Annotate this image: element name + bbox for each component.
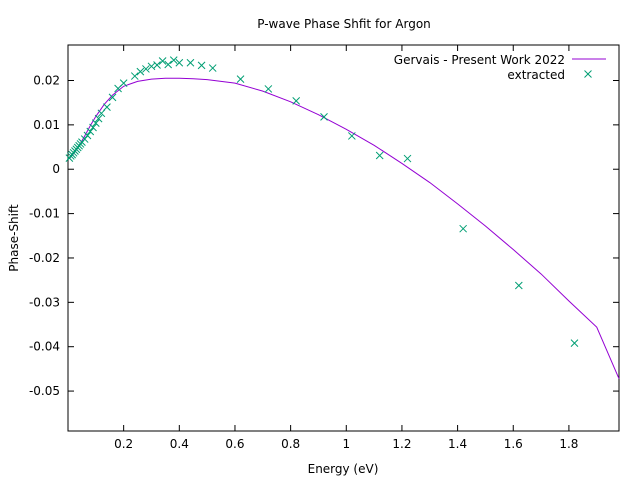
x-tick-label: 1.4	[448, 437, 467, 451]
chart-title: P-wave Phase Shfit for Argon	[257, 17, 431, 31]
y-axis: 0.02 0.01 0 -0.01 -0.02 -0.03 -0.04 -0.05	[29, 73, 619, 398]
x-tick-label: 1	[342, 437, 350, 451]
extracted-point	[80, 135, 89, 143]
extracted-point	[197, 61, 206, 70]
x-tick-label: 1.2	[392, 437, 411, 451]
extracted-point	[153, 61, 161, 69]
y-tick-label: -0.05	[29, 384, 60, 398]
extracted-point	[459, 224, 468, 233]
x-tick-label: 0.8	[281, 437, 300, 451]
extracted-point	[403, 154, 412, 163]
x-tick-label: 1.6	[504, 437, 523, 451]
extracted-point	[186, 58, 195, 67]
legend-label-model: Gervais - Present Work 2022	[394, 53, 565, 67]
extracted-point	[169, 56, 178, 64]
extracted-point	[94, 114, 103, 123]
extracted-point	[264, 85, 273, 93]
extracted-point	[86, 127, 95, 136]
extracted-point	[103, 103, 111, 111]
x-axis-label: Energy (eV)	[308, 462, 379, 476]
x-tick-label: 0.4	[170, 437, 189, 451]
extracted-point	[142, 65, 150, 73]
extracted-point	[570, 339, 579, 348]
legend-swatch-extracted	[584, 70, 592, 78]
extracted-point	[158, 57, 167, 65]
extracted-point	[175, 58, 184, 67]
legend-marker-x	[584, 70, 592, 78]
extracted-point	[108, 93, 117, 102]
extracted-point	[164, 60, 173, 69]
x-tick-label: 1.8	[559, 437, 578, 451]
extracted-point	[119, 79, 128, 88]
extracted-point	[375, 151, 384, 160]
model-curve	[69, 77, 620, 379]
extracted-point	[136, 67, 145, 76]
x-axis: 0.2 0.4 0.6 0.8 1 1.2 1.4 1.6 1.8	[114, 45, 578, 451]
y-tick-label: 0.02	[33, 73, 60, 87]
y-tick-label: 0.01	[33, 118, 60, 132]
extracted-point	[208, 64, 217, 72]
extracted-point	[347, 132, 356, 140]
plot-frame	[67, 44, 620, 432]
x-tick-label: 0.2	[114, 437, 133, 451]
extracted-point	[65, 154, 74, 162]
extracted-point	[91, 119, 100, 127]
y-tick-label: -0.04	[29, 340, 60, 354]
y-axis-label: Phase-Shift	[7, 204, 21, 272]
y-tick-label: -0.01	[29, 207, 60, 221]
series-layer	[65, 56, 620, 379]
legend-label-extracted: extracted	[507, 68, 565, 82]
extracted-point	[320, 113, 328, 121]
legend: Gervais - Present Work 2022 extracted	[394, 53, 606, 82]
extracted-point	[83, 131, 92, 140]
extracted-point	[514, 281, 523, 290]
y-tick-label: 0	[52, 162, 60, 176]
x-tick-label: 0.6	[225, 437, 244, 451]
extracted-point	[236, 75, 245, 84]
y-tick-label: -0.02	[29, 251, 60, 265]
extracted-point	[97, 109, 106, 118]
extracted-point	[130, 72, 139, 80]
y-tick-label: -0.03	[29, 295, 60, 309]
extracted-point	[292, 97, 301, 105]
extracted-point	[89, 123, 97, 132]
